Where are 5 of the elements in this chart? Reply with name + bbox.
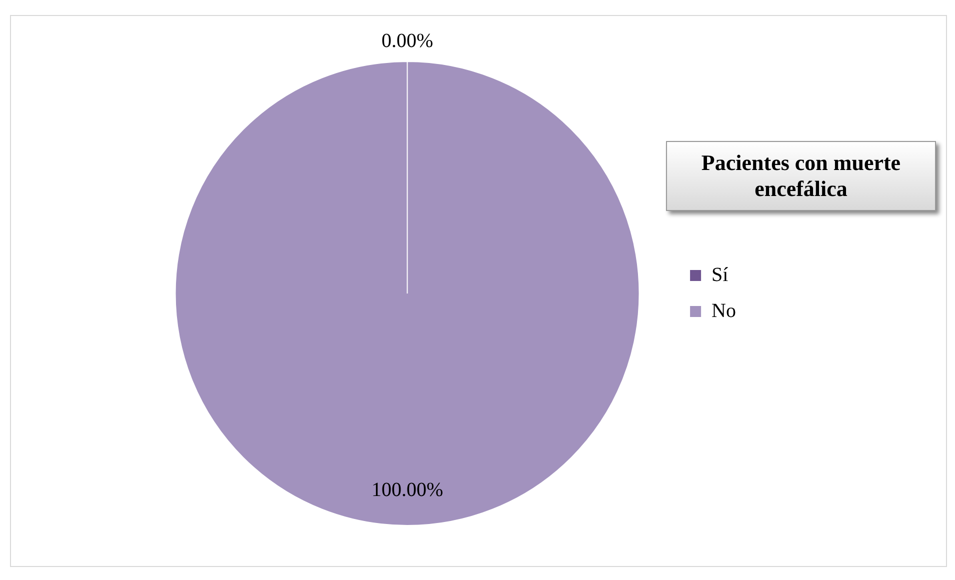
legend-title: Pacientes con muerte encefálica <box>666 141 936 211</box>
legend-label: Sí <box>712 264 729 286</box>
data-label: 100.00% <box>371 478 444 501</box>
legend-label: No <box>712 300 736 322</box>
text: 0.00% <box>381 30 434 52</box>
